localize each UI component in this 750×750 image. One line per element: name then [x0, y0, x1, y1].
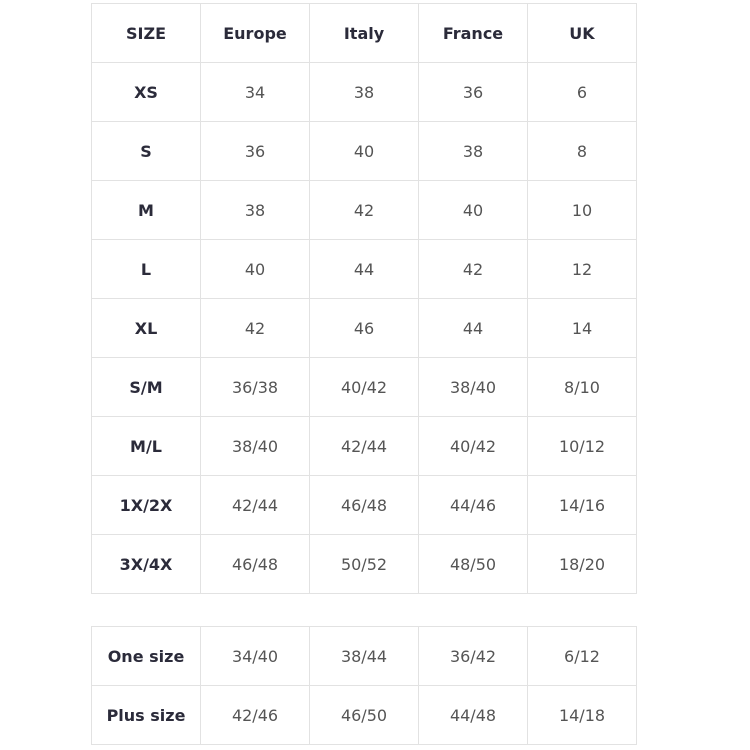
table-row: 1X/2X 42/44 46/48 44/46 14/16 — [91, 475, 637, 535]
size-value: 40/42 — [418, 416, 528, 476]
size-value: 42/44 — [309, 416, 419, 476]
size-value: 6/12 — [527, 626, 637, 686]
size-value: 40 — [418, 180, 528, 240]
size-value: 34 — [200, 62, 310, 122]
size-label: Plus size — [91, 685, 201, 745]
size-value: 50/52 — [309, 534, 419, 594]
size-value: 10 — [527, 180, 637, 240]
column-header: France — [418, 3, 528, 63]
size-label: 3X/4X — [91, 534, 201, 594]
size-value: 42 — [309, 180, 419, 240]
table-row: S 36 40 38 8 — [91, 121, 637, 181]
size-value: 38/40 — [418, 357, 528, 417]
size-value: 48/50 — [418, 534, 528, 594]
size-value: 38 — [200, 180, 310, 240]
size-value: 10/12 — [527, 416, 637, 476]
size-label: L — [91, 239, 201, 299]
table-row: M/L 38/40 42/44 40/42 10/12 — [91, 416, 637, 476]
size-label: S/M — [91, 357, 201, 417]
size-label: 1X/2X — [91, 475, 201, 535]
size-value: 40 — [200, 239, 310, 299]
size-label: M/L — [91, 416, 201, 476]
size-value: 12 — [527, 239, 637, 299]
size-value: 8 — [527, 121, 637, 181]
size-value: 46 — [309, 298, 419, 358]
size-value: 38/40 — [200, 416, 310, 476]
column-header: SIZE — [91, 3, 201, 63]
size-value: 44/48 — [418, 685, 528, 745]
table-row: 3X/4X 46/48 50/52 48/50 18/20 — [91, 534, 637, 594]
size-value: 14/16 — [527, 475, 637, 535]
size-value: 42 — [200, 298, 310, 358]
size-chart-table: SIZE Europe Italy France UK XS 34 38 36 6 S 36 40 38 8… — [91, 3, 637, 594]
size-value: 38 — [309, 62, 419, 122]
size-value: 36 — [200, 121, 310, 181]
column-header: Italy — [309, 3, 419, 63]
size-value: 44/46 — [418, 475, 528, 535]
size-value: 38 — [418, 121, 528, 181]
table-row: L 40 44 42 12 — [91, 239, 637, 299]
column-header: Europe — [200, 3, 310, 63]
size-value: 46/48 — [200, 534, 310, 594]
table-row: XL 42 46 44 14 — [91, 298, 637, 358]
size-value: 40/42 — [309, 357, 419, 417]
size-value: 44 — [309, 239, 419, 299]
column-header: UK — [527, 3, 637, 63]
size-label: S — [91, 121, 201, 181]
table-row: Plus size 42/46 46/50 44/48 14/18 — [91, 685, 637, 745]
size-value: 42/46 — [200, 685, 310, 745]
size-value: 46/50 — [309, 685, 419, 745]
size-value: 46/48 — [309, 475, 419, 535]
table-row: S/M 36/38 40/42 38/40 8/10 — [91, 357, 637, 417]
size-value: 34/40 — [200, 626, 310, 686]
size-label: One size — [91, 626, 201, 686]
size-label: XS — [91, 62, 201, 122]
size-value: 36 — [418, 62, 528, 122]
size-value: 40 — [309, 121, 419, 181]
header-row: SIZE Europe Italy France UK — [91, 3, 637, 63]
size-value: 14 — [527, 298, 637, 358]
table-row: One size 34/40 38/44 36/42 6/12 — [91, 626, 637, 686]
size-label: M — [91, 180, 201, 240]
size-value: 18/20 — [527, 534, 637, 594]
size-value: 44 — [418, 298, 528, 358]
size-value: 38/44 — [309, 626, 419, 686]
special-size-table: One size 34/40 38/44 36/42 6/12 Plus size 42/4… — [91, 626, 637, 745]
size-value: 36/42 — [418, 626, 528, 686]
size-value: 8/10 — [527, 357, 637, 417]
size-value: 42 — [418, 239, 528, 299]
size-value: 14/18 — [527, 685, 637, 745]
table-row: M 38 42 40 10 — [91, 180, 637, 240]
size-label: XL — [91, 298, 201, 358]
size-value: 6 — [527, 62, 637, 122]
size-value: 36/38 — [200, 357, 310, 417]
table-row: XS 34 38 36 6 — [91, 62, 637, 122]
size-value: 42/44 — [200, 475, 310, 535]
